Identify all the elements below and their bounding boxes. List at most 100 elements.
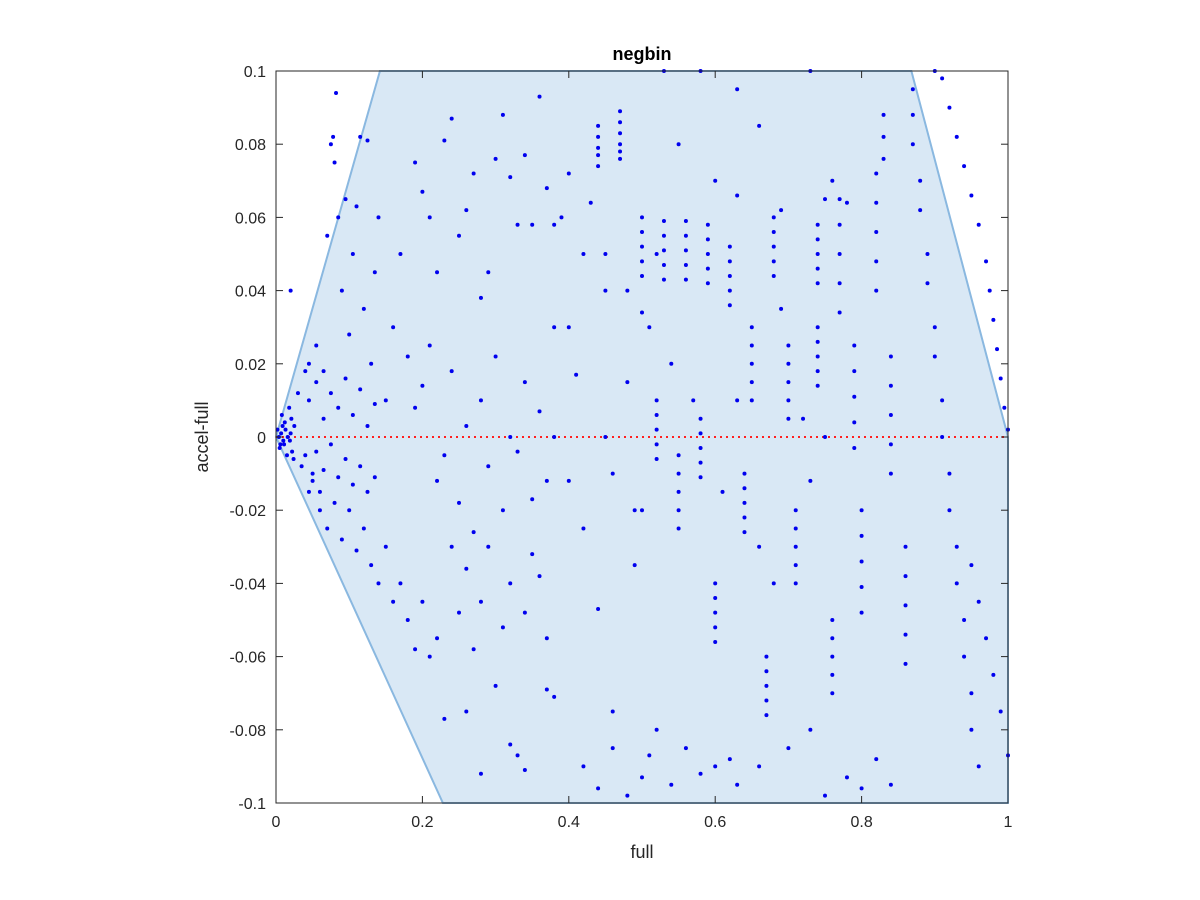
data-point [427, 215, 432, 220]
data-point [427, 654, 432, 659]
x-axis-label: full [630, 842, 653, 862]
data-point [295, 391, 300, 396]
data-point [661, 219, 666, 224]
data-point [365, 489, 370, 494]
data-point [749, 380, 754, 385]
data-point [837, 310, 842, 315]
x-tick-label: 0.8 [850, 814, 872, 831]
data-point [413, 647, 418, 652]
data-point [449, 116, 454, 121]
data-point [290, 449, 295, 454]
data-point [334, 90, 339, 95]
data-point [530, 222, 535, 227]
data-point [618, 149, 623, 154]
data-point [332, 500, 337, 505]
data-point [823, 435, 827, 439]
data-point [552, 325, 557, 330]
data-point [328, 391, 333, 396]
y-tick-label: -0.08 [230, 723, 267, 740]
data-point [786, 416, 791, 421]
data-point [457, 500, 461, 505]
data-point [618, 156, 623, 161]
data-point [830, 178, 835, 183]
data-point [727, 288, 732, 293]
data-point [654, 413, 659, 418]
data-point [331, 134, 336, 139]
data-point [793, 563, 798, 568]
data-point [705, 252, 710, 256]
data-point [771, 259, 776, 264]
data-point [314, 343, 319, 348]
data-point [508, 742, 513, 747]
data-point [427, 343, 432, 348]
data-point [837, 197, 842, 202]
data-point [830, 618, 835, 622]
data-point [918, 208, 923, 213]
data-point [947, 105, 952, 110]
data-point [288, 288, 293, 293]
y-tick-label: -0.02 [230, 503, 267, 520]
x-axis-ticks: 0 0.2 0.4 0.6 0.8 1 [272, 71, 1013, 831]
x-tick-label: 0.4 [558, 814, 580, 831]
data-point [918, 178, 923, 183]
data-point [676, 471, 681, 476]
data-point [522, 153, 527, 158]
data-point [786, 343, 791, 348]
data-point [559, 215, 564, 220]
data-point [339, 537, 344, 542]
data-point [764, 669, 769, 674]
data-point [698, 416, 703, 421]
data-point [837, 281, 842, 286]
data-point [413, 160, 418, 165]
data-point [859, 508, 864, 513]
data-point [317, 508, 322, 513]
data-point [976, 599, 981, 604]
data-point [962, 164, 967, 169]
x-tick-label: 0.6 [704, 814, 726, 831]
data-point [464, 208, 469, 213]
data-point [291, 456, 296, 461]
data-point [683, 233, 688, 238]
data-point [1002, 405, 1007, 410]
data-point [350, 482, 355, 487]
data-point [859, 559, 864, 564]
data-point [478, 771, 483, 776]
data-point [336, 215, 341, 220]
data-point [420, 189, 425, 194]
data-point [464, 709, 469, 714]
data-point [299, 464, 304, 469]
data-point [925, 252, 930, 256]
data-point [976, 764, 981, 769]
data-point [940, 398, 945, 403]
data-point [405, 618, 410, 622]
data-point [749, 398, 754, 403]
data-point [874, 259, 879, 264]
data-point [969, 193, 974, 198]
data-point [321, 416, 326, 421]
data-point [987, 288, 992, 293]
data-point [998, 709, 1003, 714]
data-point [654, 456, 659, 461]
data-point [683, 219, 688, 224]
data-point [478, 398, 483, 403]
data-point [625, 288, 630, 293]
data-point [669, 782, 674, 787]
data-point [676, 453, 681, 458]
data-point [859, 585, 864, 590]
data-point [844, 775, 849, 780]
data-point [522, 610, 527, 615]
data-point [596, 153, 601, 158]
data-point [596, 123, 601, 128]
data-point [420, 383, 425, 388]
data-point [515, 753, 520, 758]
data-point [574, 372, 579, 377]
data-point [640, 259, 644, 264]
data-point [735, 398, 740, 403]
data-point [727, 244, 732, 249]
data-point [764, 683, 769, 688]
x-tick-label: 0 [272, 814, 281, 831]
data-point [881, 134, 886, 139]
data-point [339, 288, 344, 293]
data-point [457, 233, 461, 238]
data-point [478, 295, 483, 300]
